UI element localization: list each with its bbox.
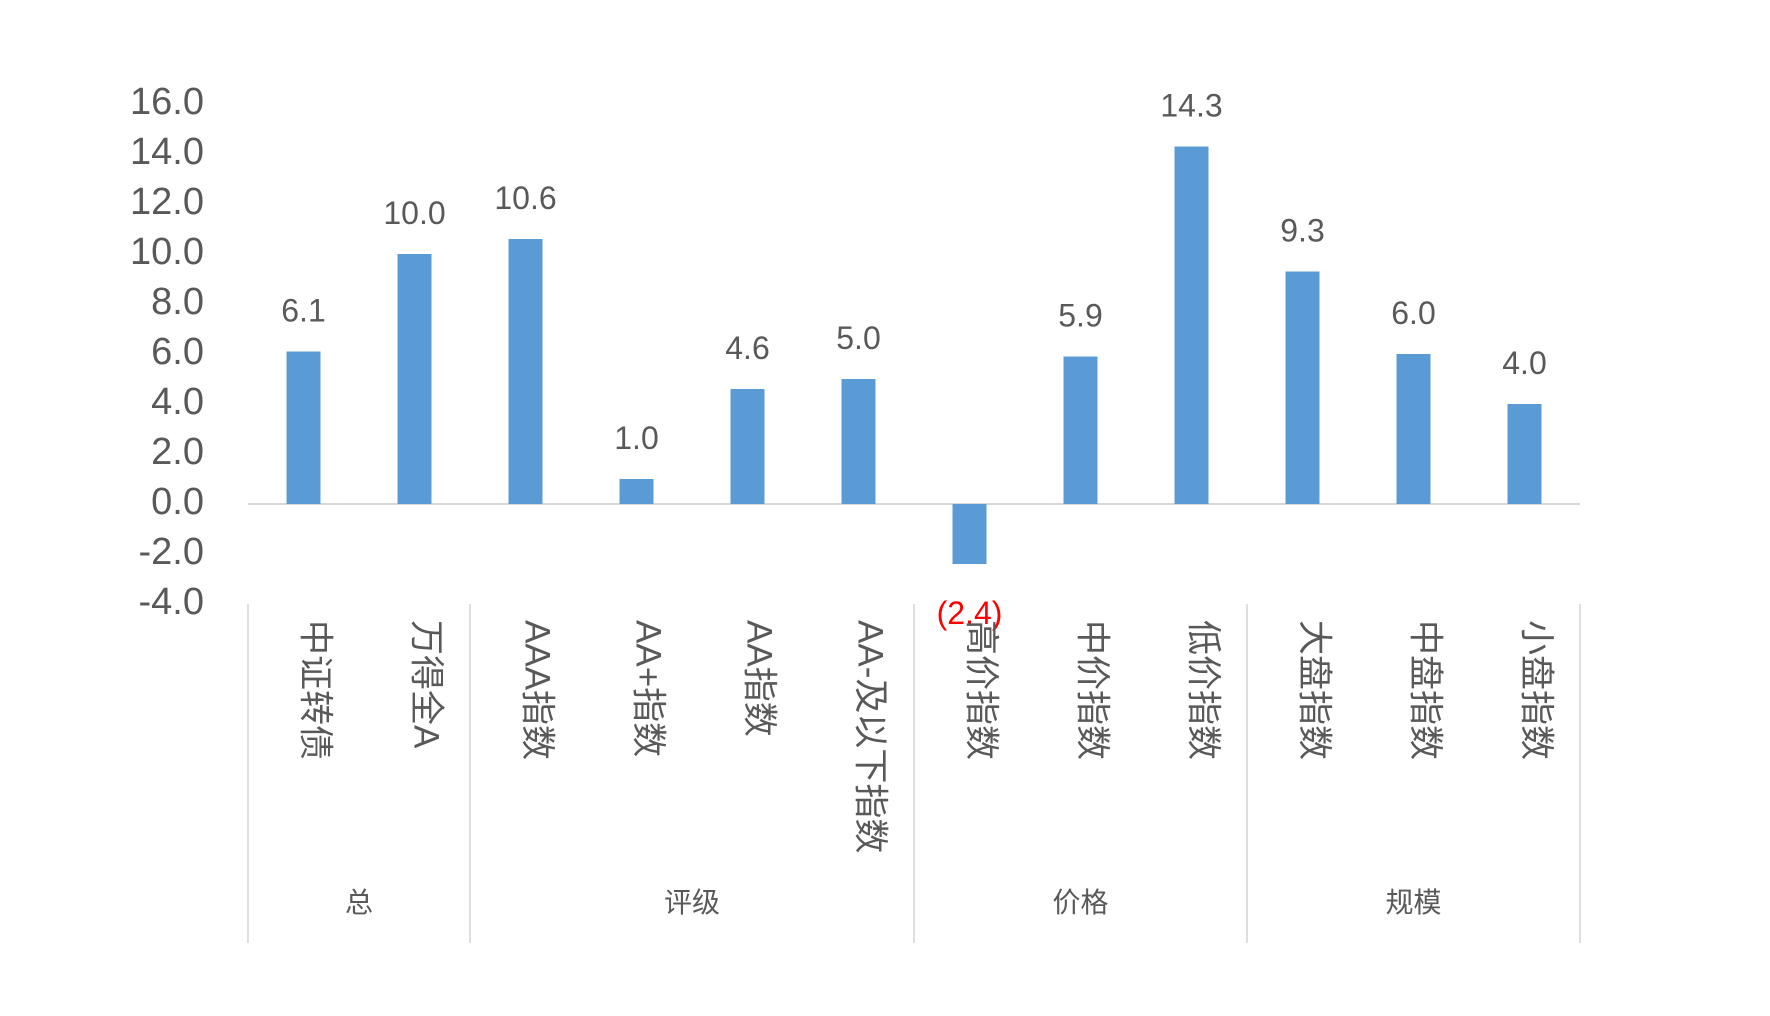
svg-text:10.6: 10.6 <box>494 180 556 216</box>
svg-text:2.0: 2.0 <box>151 431 204 473</box>
svg-text:中证转债: 中证转债 <box>296 620 335 760</box>
svg-text:大盘指数: 大盘指数 <box>1295 620 1334 760</box>
svg-text:AAA指数: AAA指数 <box>518 620 557 760</box>
svg-text:AA-及以下指数: AA-及以下指数 <box>851 620 890 853</box>
svg-text:5.9: 5.9 <box>1058 298 1102 334</box>
svg-text:中价指数: 中价指数 <box>1073 620 1112 760</box>
svg-text:4.0: 4.0 <box>151 381 204 423</box>
svg-text:1.0: 1.0 <box>614 420 658 456</box>
svg-text:14.3: 14.3 <box>1160 88 1222 124</box>
svg-text:8.0: 8.0 <box>151 281 204 323</box>
svg-text:5.0: 5.0 <box>836 320 880 356</box>
svg-text:AA指数: AA指数 <box>740 620 779 737</box>
svg-text:6.1: 6.1 <box>281 293 325 329</box>
svg-text:10.0: 10.0 <box>130 231 204 273</box>
svg-text:0.0: 0.0 <box>151 481 204 523</box>
svg-text:4.0: 4.0 <box>1502 345 1546 381</box>
svg-text:中盘指数: 中盘指数 <box>1406 620 1445 760</box>
svg-text:价格: 价格 <box>1052 887 1108 918</box>
svg-text:高价指数: 高价指数 <box>962 620 1001 760</box>
svg-text:12.0: 12.0 <box>130 181 204 223</box>
svg-text:-4.0: -4.0 <box>139 581 204 623</box>
svg-text:规模: 规模 <box>1385 887 1441 918</box>
svg-text:低价指数: 低价指数 <box>1184 620 1223 760</box>
svg-text:16.0: 16.0 <box>130 81 204 123</box>
svg-text:10.0: 10.0 <box>383 195 445 231</box>
svg-text:万得全A: 万得全A <box>407 620 446 749</box>
svg-text:6.0: 6.0 <box>1391 295 1435 331</box>
svg-text:9.3: 9.3 <box>1280 213 1324 249</box>
svg-text:4.6: 4.6 <box>725 330 769 366</box>
svg-text:6.0: 6.0 <box>151 331 204 373</box>
svg-text:AA+指数: AA+指数 <box>629 620 668 757</box>
svg-text:小盘指数: 小盘指数 <box>1517 620 1556 760</box>
svg-text:评级: 评级 <box>664 887 720 918</box>
svg-text:-2.0: -2.0 <box>139 531 204 573</box>
svg-text:总: 总 <box>345 887 373 918</box>
svg-text:14.0: 14.0 <box>130 131 204 173</box>
